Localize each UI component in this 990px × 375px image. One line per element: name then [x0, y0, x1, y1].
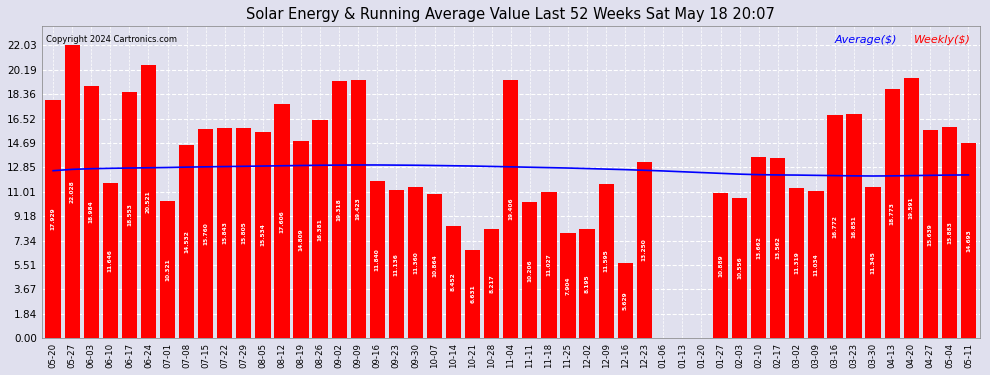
- Text: 19.591: 19.591: [909, 196, 914, 219]
- Bar: [789, 188, 805, 338]
- Bar: [255, 132, 270, 338]
- Text: 10.864: 10.864: [432, 255, 437, 277]
- Bar: [427, 194, 443, 338]
- Bar: [846, 114, 861, 338]
- Text: 16.381: 16.381: [318, 218, 323, 241]
- Bar: [904, 78, 919, 338]
- Bar: [64, 45, 80, 338]
- Bar: [713, 194, 729, 338]
- Bar: [369, 181, 385, 338]
- Bar: [389, 190, 404, 338]
- Text: 16.851: 16.851: [851, 215, 856, 238]
- Text: 15.639: 15.639: [928, 223, 933, 246]
- Bar: [751, 157, 766, 338]
- Text: 10.889: 10.889: [718, 254, 723, 277]
- Bar: [808, 192, 824, 338]
- Text: 15.760: 15.760: [203, 222, 208, 245]
- Text: 15.883: 15.883: [946, 221, 951, 244]
- Bar: [637, 162, 651, 338]
- Bar: [83, 86, 99, 338]
- Text: 5.629: 5.629: [623, 291, 628, 310]
- Title: Solar Energy & Running Average Value Last 52 Weeks Sat May 18 20:07: Solar Energy & Running Average Value Las…: [247, 7, 775, 22]
- Text: 13.250: 13.250: [642, 238, 646, 261]
- Text: 22.028: 22.028: [69, 180, 74, 203]
- Text: 19.423: 19.423: [355, 198, 360, 220]
- Bar: [865, 188, 881, 338]
- Bar: [313, 120, 328, 338]
- Text: 19.318: 19.318: [337, 198, 342, 221]
- Text: 15.843: 15.843: [222, 221, 228, 244]
- Bar: [579, 229, 595, 338]
- Bar: [770, 158, 785, 338]
- Bar: [560, 233, 575, 338]
- Text: 17.606: 17.606: [279, 210, 284, 232]
- Bar: [542, 192, 556, 338]
- Bar: [274, 104, 290, 338]
- Bar: [465, 250, 480, 338]
- Text: 6.631: 6.631: [470, 285, 475, 303]
- Text: 10.556: 10.556: [738, 256, 742, 279]
- Bar: [408, 187, 423, 338]
- Text: 11.360: 11.360: [413, 251, 418, 274]
- Bar: [732, 198, 747, 338]
- Bar: [141, 66, 156, 338]
- Text: 11.319: 11.319: [794, 252, 799, 274]
- Bar: [828, 115, 842, 338]
- Text: 11.027: 11.027: [546, 254, 551, 276]
- Text: 11.840: 11.840: [375, 248, 380, 271]
- Bar: [884, 88, 900, 338]
- Text: 19.406: 19.406: [508, 198, 513, 220]
- Bar: [293, 141, 309, 338]
- Bar: [198, 129, 213, 338]
- Text: 13.562: 13.562: [775, 237, 780, 260]
- Text: 8.452: 8.452: [451, 273, 456, 291]
- Text: 15.805: 15.805: [242, 222, 247, 245]
- Text: 18.773: 18.773: [890, 202, 895, 225]
- Bar: [237, 128, 251, 338]
- Text: Copyright 2024 Cartronics.com: Copyright 2024 Cartronics.com: [47, 35, 177, 44]
- Text: 14.809: 14.809: [299, 228, 304, 251]
- Bar: [446, 226, 461, 338]
- Bar: [179, 145, 194, 338]
- Text: 13.662: 13.662: [756, 236, 761, 259]
- Text: Average($): Average($): [835, 35, 897, 45]
- Text: Weekly($): Weekly($): [914, 35, 971, 45]
- Text: 11.136: 11.136: [394, 253, 399, 276]
- Bar: [599, 184, 614, 338]
- Text: 11.595: 11.595: [604, 250, 609, 272]
- Text: 17.929: 17.929: [50, 208, 55, 230]
- Bar: [332, 81, 346, 338]
- Bar: [941, 127, 957, 338]
- Bar: [503, 80, 519, 338]
- Text: 11.034: 11.034: [814, 254, 819, 276]
- Text: 7.904: 7.904: [565, 276, 570, 295]
- Text: 11.345: 11.345: [870, 251, 875, 274]
- Bar: [618, 263, 633, 338]
- Text: 10.321: 10.321: [165, 258, 170, 281]
- Text: 16.772: 16.772: [833, 215, 838, 238]
- Text: 14.693: 14.693: [966, 229, 971, 252]
- Text: 8.217: 8.217: [489, 274, 494, 293]
- Bar: [523, 202, 538, 338]
- Text: 20.521: 20.521: [146, 190, 150, 213]
- Bar: [103, 183, 118, 338]
- Text: 10.206: 10.206: [528, 259, 533, 282]
- Bar: [484, 229, 499, 338]
- Bar: [217, 128, 233, 338]
- Text: 8.195: 8.195: [584, 274, 590, 293]
- Bar: [46, 100, 60, 338]
- Text: 14.532: 14.532: [184, 230, 189, 253]
- Bar: [350, 80, 366, 338]
- Text: 18.553: 18.553: [127, 203, 132, 226]
- Bar: [160, 201, 175, 338]
- Text: 15.534: 15.534: [260, 224, 265, 246]
- Text: 18.984: 18.984: [89, 201, 94, 223]
- Text: 11.646: 11.646: [108, 249, 113, 272]
- Bar: [122, 92, 137, 338]
- Bar: [961, 143, 976, 338]
- Bar: [923, 130, 938, 338]
